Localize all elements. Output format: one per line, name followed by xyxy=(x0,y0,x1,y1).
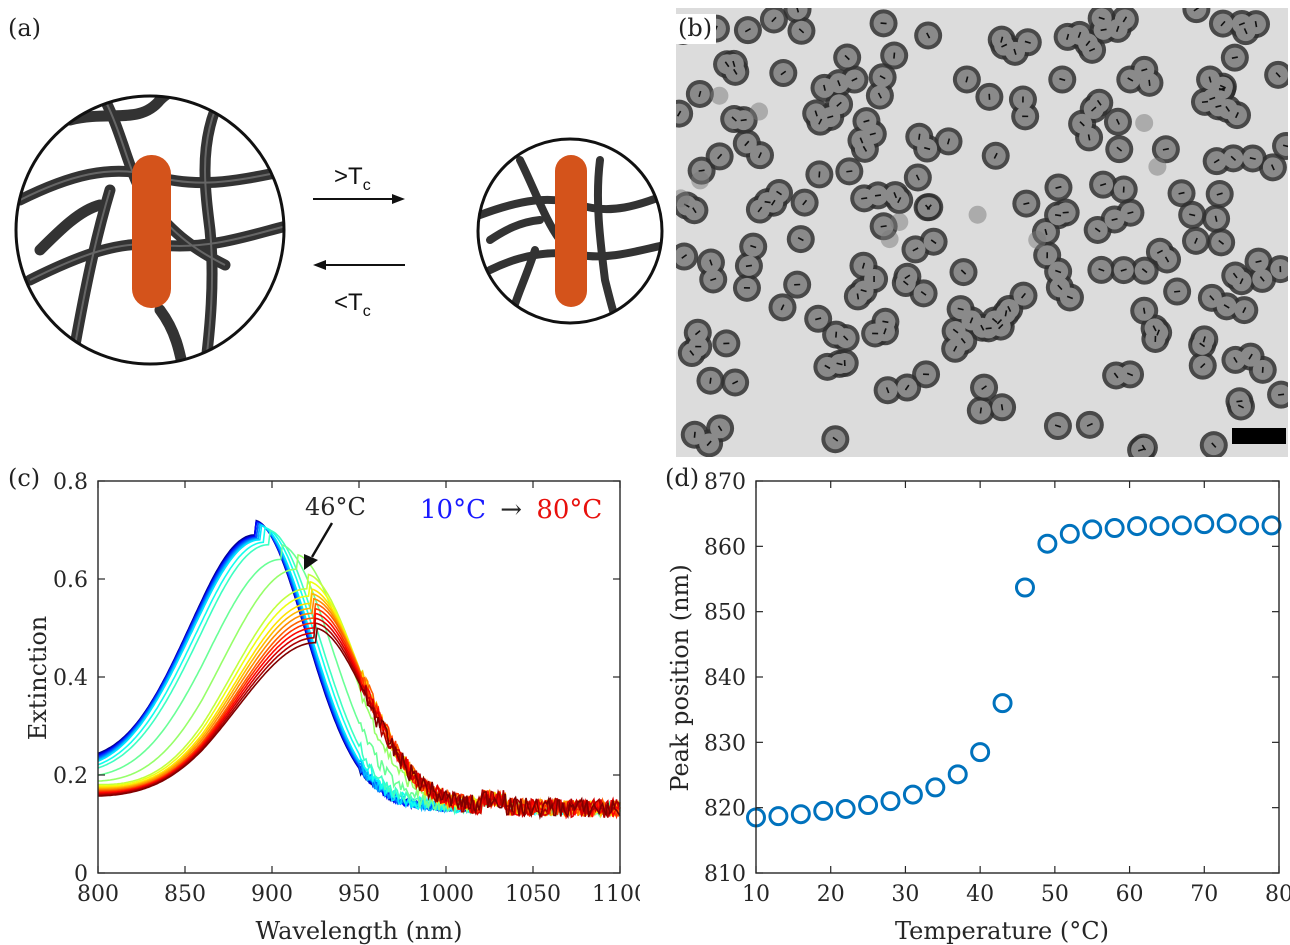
data-point xyxy=(902,784,923,805)
arrow-right-icon xyxy=(392,194,405,204)
svg-text:10°C → 80°C: 10°C → 80°C xyxy=(420,495,602,525)
x-tick-label: 10 xyxy=(742,882,770,907)
data-point xyxy=(1216,513,1237,534)
data-point xyxy=(1082,519,1103,540)
x-tick-label: 60 xyxy=(1116,882,1144,907)
x-tick-label: 50 xyxy=(1041,882,1069,907)
data-point xyxy=(790,804,811,825)
x-tick-label: 40 xyxy=(966,882,994,907)
svg-text:>Tc: >Tc xyxy=(334,163,371,194)
data-point xyxy=(813,800,834,821)
x-tick-label: 1050 xyxy=(505,882,561,907)
swollen-particle xyxy=(16,96,284,364)
y-tick-label: 0.4 xyxy=(53,666,88,691)
plot-frame xyxy=(755,480,1280,874)
y-tick-label: 860 xyxy=(704,535,746,560)
y-tick-label: 810 xyxy=(704,862,746,887)
panel-label-a: (a) xyxy=(8,14,42,42)
gold-nanorod xyxy=(132,155,171,308)
arrow-left-icon xyxy=(313,260,326,270)
y-tick-label: 0.2 xyxy=(53,764,88,789)
data-point xyxy=(992,693,1013,714)
particle-rods xyxy=(676,8,1288,452)
spectrum-line xyxy=(97,622,621,818)
gold-nanorod-small xyxy=(555,155,587,307)
forward-sub: c xyxy=(363,177,371,194)
x-tick-label: 1000 xyxy=(418,882,474,907)
data-point xyxy=(947,764,968,785)
panel-label-c: (c) xyxy=(8,464,41,492)
data-point xyxy=(858,795,879,816)
x-tick-label: 80 xyxy=(1265,882,1290,907)
annotation-arrowhead xyxy=(304,554,318,570)
spectrum-line xyxy=(98,607,621,820)
svg-text:<Tc: <Tc xyxy=(334,289,371,320)
x-axis-label: Wavelength (nm) xyxy=(255,917,462,945)
forward-label: >T xyxy=(334,163,363,190)
x-tick-label: 70 xyxy=(1190,882,1218,907)
data-point xyxy=(880,791,901,812)
data-point xyxy=(1194,514,1215,535)
x-tick-label: 20 xyxy=(817,882,845,907)
y-tick-label: 0.6 xyxy=(53,568,88,593)
spectrum-line xyxy=(98,553,621,817)
spectrum-line xyxy=(98,617,621,819)
scale-bar xyxy=(1232,428,1286,444)
x-tick-label: 900 xyxy=(251,882,293,907)
data-point xyxy=(1171,515,1192,536)
x-tick-label: 800 xyxy=(77,882,119,907)
spectrum-line xyxy=(98,597,621,818)
panel-label-d: (d) xyxy=(665,464,700,492)
y-tick-label: 850 xyxy=(704,601,746,626)
spectrum-line xyxy=(98,627,621,820)
y-tick-label: 830 xyxy=(704,731,746,756)
legend-start-temp: 10°C xyxy=(420,495,486,525)
data-point xyxy=(1239,515,1260,536)
legend-end-temp: 80°C xyxy=(536,495,602,525)
data-point xyxy=(1149,516,1170,537)
tem-micrograph: (b) xyxy=(676,8,1288,457)
y-axis-label: Peak position (nm) xyxy=(666,564,694,791)
x-tick-label: 850 xyxy=(164,882,206,907)
data-point xyxy=(1037,533,1058,554)
annotation-arrow xyxy=(310,522,334,558)
data-point xyxy=(1127,516,1148,537)
y-tick-label: 0 xyxy=(74,862,88,887)
spectrum-line xyxy=(98,592,621,819)
spectrum-line xyxy=(98,580,621,817)
data-point xyxy=(1104,518,1125,539)
y-tick-label: 840 xyxy=(704,666,746,691)
spectrum-line xyxy=(98,612,621,820)
x-tick-label: 30 xyxy=(891,882,919,907)
data-point xyxy=(1014,577,1035,598)
y-axis-label: Extinction xyxy=(24,616,52,741)
legend-arrow: → xyxy=(500,495,522,525)
panel-label-b: (b) xyxy=(676,14,717,44)
x-tick-label: 950 xyxy=(338,882,380,907)
peak-position-chart: 10 20 30 40 50 60 70 80 810 820 830 840 850 860 870 Te… xyxy=(666,470,1290,945)
data-point xyxy=(1261,515,1282,536)
reverse-label: <T xyxy=(334,289,363,316)
data-point xyxy=(1059,523,1080,544)
annotation-46c: 46°C xyxy=(305,493,366,521)
reverse-sub: c xyxy=(363,303,371,320)
y-tick-label: 870 xyxy=(704,470,746,495)
data-point xyxy=(925,777,946,798)
data-point xyxy=(835,798,856,819)
y-tick-label: 0.8 xyxy=(53,470,88,495)
y-tick-label: 820 xyxy=(704,797,746,822)
spectrum-line xyxy=(97,588,621,818)
data-point xyxy=(970,742,991,763)
data-point xyxy=(768,806,789,827)
spectrum-line xyxy=(98,573,621,818)
x-axis-label: Temperature (°C) xyxy=(895,917,1109,945)
schematic-diagram: >Tc <Tc xyxy=(14,94,664,366)
